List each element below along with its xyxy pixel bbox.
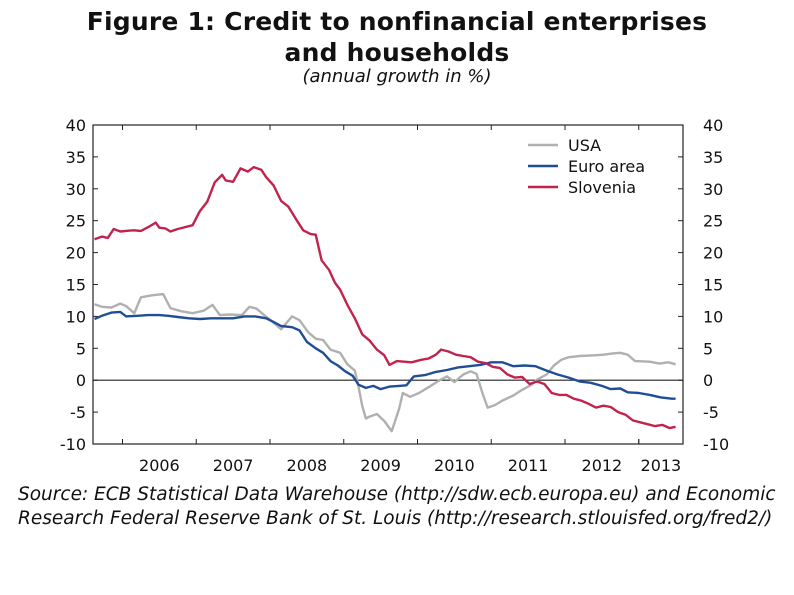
x-tick-label: 2007 — [213, 456, 254, 475]
y-tick-label-right: 10 — [703, 307, 723, 326]
y-tick-label-right: -5 — [703, 403, 719, 422]
source-note: Source: ECB Statistical Data Warehouse (… — [18, 484, 776, 529]
y-tick-label-left: 5 — [76, 339, 86, 358]
x-tick-label: 2011 — [508, 456, 549, 475]
y-tick-label-left: 20 — [66, 244, 86, 263]
y-tick-label-left: 25 — [66, 212, 86, 231]
y-tick-label-right: 30 — [703, 180, 723, 199]
figure-subtitle: (annual growth in %) — [302, 66, 492, 87]
y-tick-label-right: 20 — [703, 244, 723, 263]
y-tick-label-right: 15 — [703, 276, 723, 295]
y-tick-label-left: 10 — [66, 307, 86, 326]
x-tick-label: 2010 — [434, 456, 475, 475]
x-tick-label: 2013 — [641, 456, 682, 475]
series-line-euro-area — [94, 310, 676, 400]
x-tick-label: 2012 — [582, 456, 623, 475]
y-tick-label-right: 25 — [703, 212, 723, 231]
y-tick-label-left: 40 — [66, 116, 86, 135]
y-tick-label-left: -10 — [60, 435, 86, 454]
y-tick-label-right: 40 — [703, 116, 723, 135]
y-tick-label-left: -5 — [70, 403, 86, 422]
y-tick-label-right: 5 — [703, 339, 713, 358]
title-line-2: and households — [284, 38, 510, 67]
legend-label-euro-area: Euro area — [568, 157, 645, 176]
y-tick-label-left: 35 — [66, 148, 86, 167]
x-tick-label: 2009 — [360, 456, 401, 475]
x-tick-label: 2008 — [287, 456, 328, 475]
y-tick-label-left: 0 — [76, 371, 86, 390]
y-tick-label-right: 35 — [703, 148, 723, 167]
y-tick-label-right: -10 — [703, 435, 729, 454]
series-line-slovenia — [94, 165, 676, 430]
figure-title: Figure 1: Credit to nonfinancial enterpr… — [0, 6, 794, 68]
legend-label-slovenia: Slovenia — [568, 178, 636, 197]
y-tick-label-right: 0 — [703, 371, 713, 390]
y-tick-label-left: 15 — [66, 276, 86, 295]
legend-label-usa: USA — [568, 136, 601, 155]
y-tick-label-left: 30 — [66, 180, 86, 199]
x-tick-label: 2006 — [139, 456, 180, 475]
series-line-usa — [94, 292, 676, 433]
title-line-1: Figure 1: Credit to nonfinancial enterpr… — [86, 7, 708, 36]
